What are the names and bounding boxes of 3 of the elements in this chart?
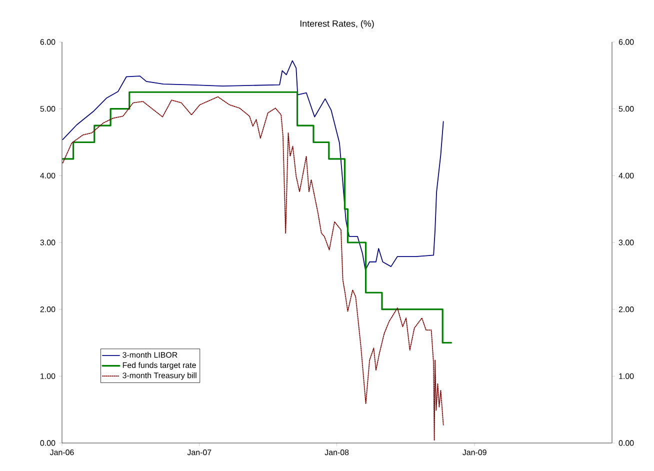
chart-title: Interest Rates, (%) bbox=[300, 20, 374, 28]
line-series bbox=[62, 60, 444, 270]
line-series bbox=[62, 96, 444, 441]
